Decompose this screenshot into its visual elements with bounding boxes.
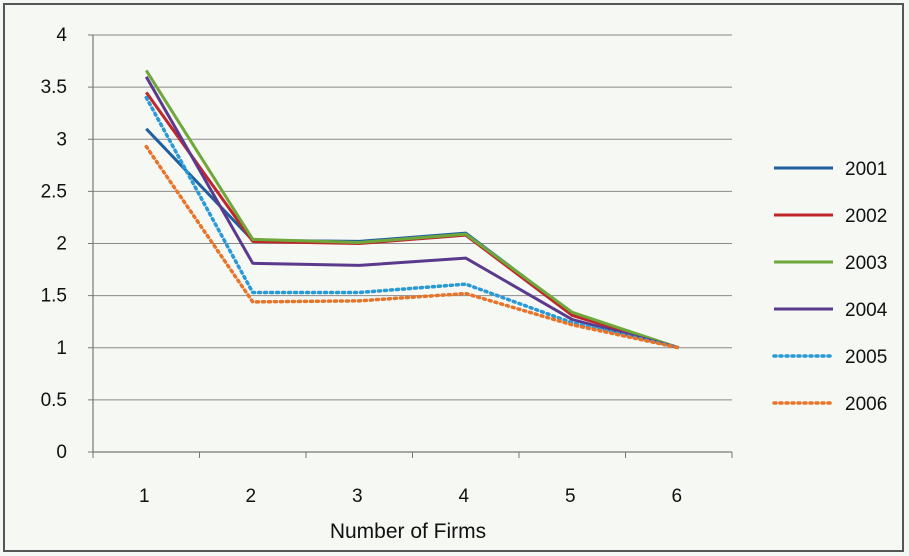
y-tick-label: 2 (56, 234, 67, 255)
y-tick-label: 0.5 (41, 390, 67, 411)
y-tick-label: 0 (56, 442, 67, 463)
legend-label-2001: 2001 (845, 159, 887, 180)
y-tick-label: 1.5 (41, 286, 67, 307)
axes (88, 34, 733, 458)
legend-label-2004: 2004 (845, 300, 888, 321)
x-tick-label: 2 (245, 486, 256, 507)
chart-frame: 0 0.5 1 1.5 2 2.5 3 3.5 4 1 2 3 4 5 6 Number of Firms… (3, 3, 904, 552)
y-tick-label: 3.5 (41, 77, 67, 98)
legend-label-2005: 2005 (845, 347, 887, 368)
y-tick-label: 4 (56, 25, 67, 46)
y-tick-label: 3 (56, 129, 67, 150)
y-tick-label: 2.5 (41, 181, 67, 202)
x-tick-label: 5 (565, 486, 576, 507)
y-tick-labels: 0 0.5 1 1.5 2 2.5 3 3.5 4 (41, 25, 68, 463)
series-lines (144, 69, 681, 350)
legend-label-2003: 2003 (845, 253, 887, 274)
x-tick-label: 4 (458, 486, 469, 507)
legend-label-2002: 2002 (845, 206, 887, 227)
series-line-2005 (144, 95, 681, 350)
series-line-2002 (145, 91, 680, 350)
x-tick-label: 6 (671, 486, 682, 507)
gridlines (93, 34, 732, 401)
series-line-2004 (144, 75, 680, 350)
x-axis-title: Number of Firms (330, 520, 486, 543)
y-tick-label: 1 (56, 338, 67, 359)
x-tick-label: 1 (139, 486, 150, 507)
series-line-2006 (144, 144, 681, 350)
x-tick-label: 3 (352, 486, 363, 507)
legend-label-2006: 2006 (845, 394, 887, 415)
legend: 2001 2002 2003 2004 2005 2006 (772, 159, 888, 415)
x-tick-labels: 1 2 3 4 5 6 (139, 486, 682, 507)
line-chart: 0 0.5 1 1.5 2 2.5 3 3.5 4 1 2 3 4 5 6 Number of Firms… (41, 25, 888, 543)
series-line-2003 (144, 69, 680, 350)
